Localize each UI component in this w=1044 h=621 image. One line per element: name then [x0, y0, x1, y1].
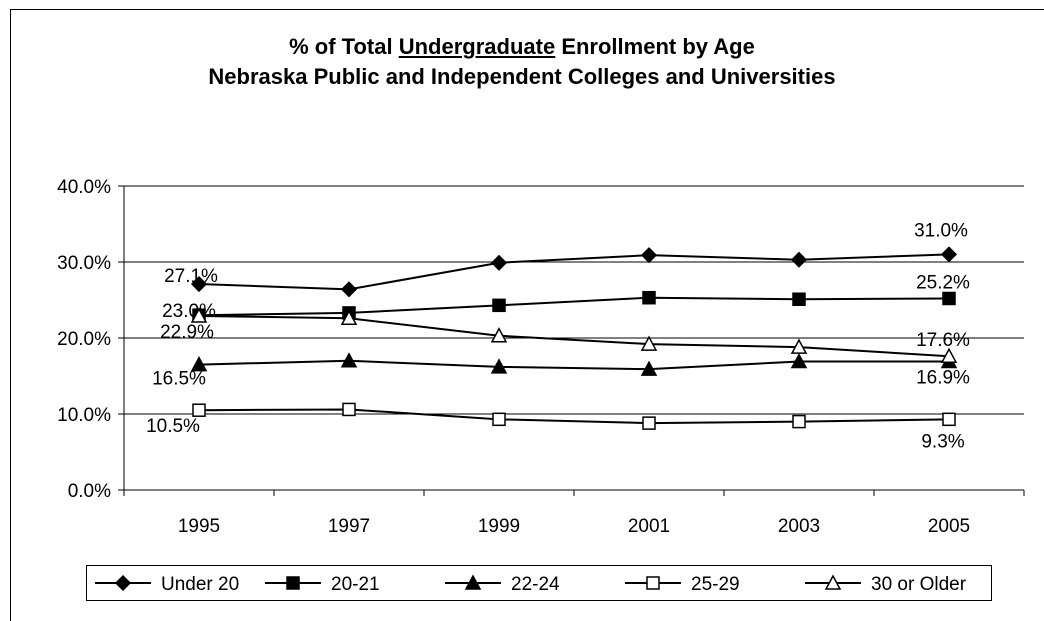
data-point — [342, 402, 356, 417]
data-label: 9.3% — [921, 431, 964, 452]
chart-frame — [10, 9, 1044, 621]
data-point — [792, 414, 806, 429]
data-label: 17.6% — [916, 330, 970, 351]
series-line — [198, 314, 950, 358]
legend-item: 20-21 — [265, 574, 380, 595]
legend-label: 22-24 — [511, 574, 560, 595]
data-label: 22.9% — [160, 322, 214, 343]
x-tick-label: 2001 — [628, 516, 670, 537]
x-tick-label: 1995 — [178, 516, 220, 537]
data-point — [642, 290, 656, 305]
chart-title-line2: Nebraska Public and Independent Colleges… — [208, 64, 836, 89]
x-tick-label: 1997 — [328, 516, 370, 537]
x-tick-label: 2003 — [778, 516, 820, 537]
data-label: 27.1% — [164, 266, 218, 287]
legend-marker — [646, 576, 660, 590]
data-label: 16.9% — [916, 368, 970, 389]
legend-label: Under 20 — [161, 574, 239, 595]
series-20-21: 23.0% 25.2% — [162, 272, 970, 322]
data-point — [640, 335, 658, 351]
y-tick-label: 10.0% — [57, 405, 111, 426]
data-point — [790, 352, 808, 369]
data-point — [640, 360, 658, 376]
data-label: 16.5% — [152, 369, 206, 390]
y-tick-label: 20.0% — [57, 329, 111, 350]
data-point — [190, 275, 208, 293]
chart-title-underlined: Undergraduate — [398, 34, 556, 59]
data-point — [642, 416, 656, 430]
legend-item: Under 20 — [95, 574, 239, 595]
series-22-24: 16.5% 16.9% — [152, 352, 970, 390]
y-tick-label: 0.0% — [68, 481, 111, 502]
data-point — [640, 247, 658, 264]
x-tick-label: 1999 — [478, 516, 520, 537]
data-point — [940, 347, 958, 363]
chart-legend: Under 20 20-21 22-24 25-29 30 or Older — [86, 565, 992, 601]
data-point — [942, 412, 956, 427]
legend-label: 20-21 — [331, 574, 380, 595]
data-point — [490, 327, 508, 343]
y-tick-label: 40.0% — [57, 177, 111, 198]
series-line — [198, 296, 950, 317]
legend-marker — [114, 574, 132, 592]
series-line — [198, 253, 950, 291]
data-label: 31.0% — [914, 220, 968, 241]
x-tick-label: 2005 — [928, 516, 970, 537]
data-label: 25.2% — [916, 272, 970, 293]
legend-items: Under 20 20-21 22-24 25-29 30 or Older — [95, 574, 967, 595]
data-point — [490, 358, 508, 374]
data-point — [492, 298, 506, 313]
legend-marker — [286, 576, 300, 590]
legend-label: 30 or Older — [871, 574, 967, 595]
legend-item: 22-24 — [445, 574, 560, 595]
data-point — [940, 246, 958, 263]
data-point — [190, 356, 208, 372]
data-point — [790, 338, 808, 354]
data-point — [790, 251, 808, 268]
legend-marker — [824, 574, 842, 590]
data-point — [192, 403, 206, 417]
data-point — [340, 281, 358, 298]
data-point — [792, 292, 806, 306]
y-tick-label: 30.0% — [57, 253, 111, 274]
legend-item: 25-29 — [625, 574, 740, 595]
data-label: 23.0% — [162, 301, 216, 322]
data-label: 10.5% — [146, 416, 200, 437]
data-point — [490, 254, 508, 271]
data-point — [340, 309, 358, 325]
series-25-29: 10.5% 9.3% — [146, 402, 965, 452]
series-line — [198, 408, 950, 425]
legend-marker — [464, 574, 482, 590]
series-line — [198, 359, 949, 371]
data-point — [942, 291, 956, 306]
data-point — [492, 412, 506, 427]
series-30-or-older: 22.9% 17.6% — [160, 307, 970, 363]
data-point — [340, 352, 358, 368]
legend-item: 30 or Older — [805, 574, 967, 595]
chart-title-line1: % of Total Undergraduate Enrollment by A… — [289, 34, 755, 59]
legend-label: 25-29 — [691, 574, 740, 595]
series-under-20: 27.1% 31.0% — [164, 220, 968, 298]
data-point — [190, 307, 208, 323]
